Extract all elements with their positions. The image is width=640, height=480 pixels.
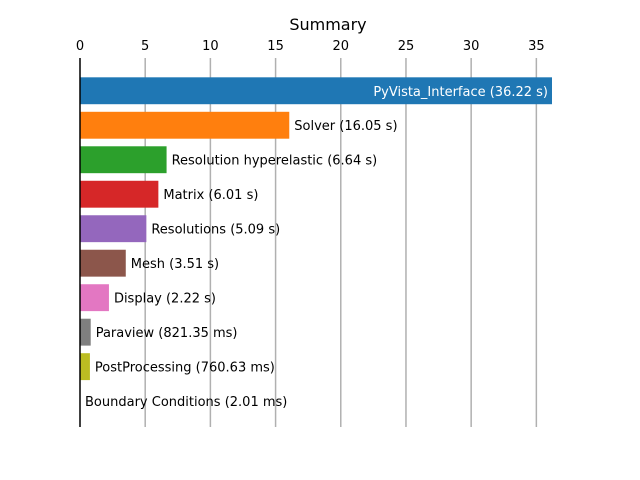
x-tick-label: 25	[398, 39, 415, 54]
x-tick-label: 5	[141, 39, 149, 54]
bar-display	[80, 284, 109, 312]
x-tick-label: 35	[528, 39, 545, 54]
bar-pyvista-interface	[80, 77, 552, 105]
bar-label: PostProcessing (760.63 ms)	[95, 361, 275, 376]
bar-paraview	[80, 318, 91, 346]
bar-postprocessing	[80, 353, 90, 381]
bar-label: Matrix (6.01 s)	[163, 188, 258, 203]
bar-matrix	[80, 180, 159, 208]
bar-label: Display (2.22 s)	[114, 292, 216, 307]
bar-label: Solver (16.05 s)	[294, 119, 397, 134]
bar-label: Paraview (821.35 ms)	[96, 326, 238, 341]
x-axis-ticks: 0 5 10 15 20 25 30 35	[76, 39, 545, 54]
x-tick-label: 0	[76, 39, 84, 54]
x-tick-label: 10	[202, 39, 219, 54]
bar-solver	[80, 111, 290, 139]
bar-label: PyVista_Interface (36.22 s)	[373, 85, 548, 100]
bar-resolution-hyperelastic	[80, 146, 167, 174]
x-tick-label: 30	[463, 39, 480, 54]
bar-label: Boundary Conditions (2.01 ms)	[85, 395, 287, 410]
x-tick-label: 20	[333, 39, 350, 54]
bar-label: Resolution hyperelastic (6.64 s)	[172, 154, 378, 169]
chart-title: Summary	[289, 15, 366, 34]
bars-group: PyVista_Interface (36.22 s) Solver (16.05…	[80, 77, 552, 415]
bar-mesh	[80, 249, 126, 277]
bar-label: Resolutions (5.09 s)	[151, 223, 280, 238]
bar-resolutions	[80, 215, 147, 243]
x-tick-label: 15	[267, 39, 284, 54]
bar-label: Mesh (3.51 s)	[131, 257, 219, 272]
